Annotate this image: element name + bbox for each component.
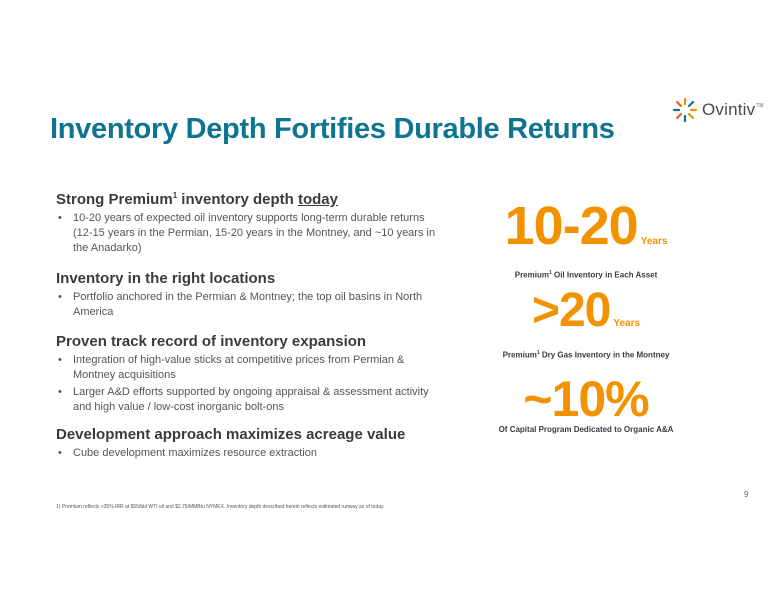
stat-caption: Premium1 Oil Inventory in Each Asset [514, 270, 658, 280]
stat-capital-program: ~10% Of Capital Program Dedicated to Org… [478, 373, 694, 434]
ovintiv-logo-icon [672, 97, 698, 123]
page-number: 9 [744, 490, 749, 499]
section-heading: Inventory in the right locations [56, 270, 276, 287]
section-heading: Proven track record of inventory expansi… [56, 333, 367, 350]
bullet-item: Larger A&D efforts supported by ongoing … [56, 385, 446, 415]
stat-value: 10-20 Years [504, 196, 668, 256]
bullet-item: 10-20 years of expected oil inventory su… [56, 211, 446, 256]
section-heading: Development approach maximizes acreage v… [56, 426, 406, 443]
logo-trademark: TM [756, 103, 764, 109]
footnote: 1) Premium reflects >35% IRR at $55/bbl … [56, 504, 385, 510]
company-logo: Ovintiv TM [671, 94, 764, 126]
section-heading: Strong Premium1 inventory depth today [56, 191, 338, 208]
stat-caption: Premium1 Dry Gas Inventory in the Montne… [502, 350, 670, 360]
section-development-approach: Development approach maximizes acreage v… [56, 426, 446, 463]
logo-wordmark: Ovintiv [702, 100, 756, 119]
stat-oil-inventory: 10-20 Years Premium1 Oil Inventory in Eac… [478, 198, 694, 280]
section-premium-inventory: Strong Premium1 inventory depth today 10… [56, 191, 446, 258]
stat-gas-inventory: >20 Years Premium1 Dry Gas Inventory in t… [478, 285, 694, 360]
stat-value: ~10% [523, 371, 649, 427]
stat-value: >20 Years [531, 284, 641, 337]
section-track-record: Proven track record of inventory expansi… [56, 333, 446, 417]
section-right-locations: Inventory in the right locations Portfol… [56, 270, 446, 322]
bullet-item: Portfolio anchored in the Permian & Mont… [56, 290, 446, 320]
page-title: Inventory Depth Fortifies Durable Return… [50, 113, 615, 145]
bullet-item: Cube development maximizes resource extr… [56, 446, 446, 461]
bullet-item: Integration of high-value sticks at comp… [56, 353, 446, 383]
stat-caption: Of Capital Program Dedicated to Organic … [498, 425, 674, 434]
